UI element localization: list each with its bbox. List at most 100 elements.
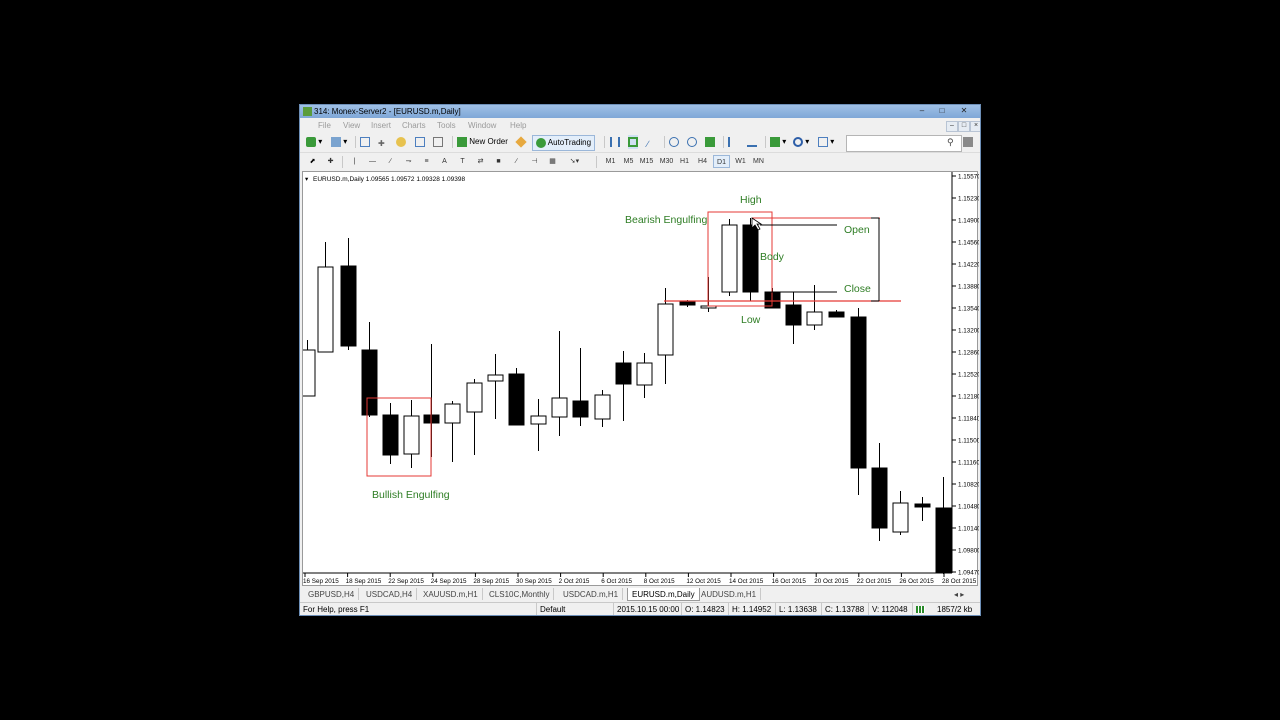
window-title: 314: Monex-Server2 - [EURUSD.m,Daily] <box>314 107 461 116</box>
chart-tab[interactable]: EURUSD.m,Daily <box>627 588 700 601</box>
cycle-lines-icon[interactable]: ▦ <box>549 158 556 165</box>
price-label: 1.14560 <box>958 240 979 247</box>
line-chart-icon[interactable]: ∕ <box>647 138 649 149</box>
date-label: 28 Sep 2015 <box>473 578 509 585</box>
autotrading-button[interactable]: AutoTrading <box>532 135 596 151</box>
price-label: 1.09800 <box>958 548 979 555</box>
time-axis: 16 Sep 2015 18 Sep 2015 22 Sep 2015 24 Sep … <box>303 572 977 585</box>
search-input[interactable] <box>846 135 962 152</box>
chart-header-arrow[interactable]: ▾ <box>305 176 309 183</box>
periods-button[interactable]: ▾ <box>793 135 809 149</box>
candle <box>594 390 611 427</box>
text-label-icon[interactable]: T <box>460 158 465 165</box>
zoom-out-icon[interactable] <box>687 135 697 149</box>
templates-button[interactable]: ▾ <box>818 135 834 149</box>
tf-h1[interactable]: H1 <box>680 158 689 165</box>
maximize-icon[interactable]: □ <box>939 106 945 115</box>
mdi-restore-icon[interactable]: □ <box>958 121 970 132</box>
tile-windows-icon[interactable] <box>705 135 715 149</box>
candlestick-icon[interactable] <box>628 135 638 149</box>
price-label: 1.13540 <box>958 306 979 313</box>
rectangle-icon[interactable]: ■ <box>496 158 501 165</box>
close-icon[interactable]: ✕ <box>960 106 968 115</box>
objects-menu-icon[interactable]: ➘▾ <box>569 158 580 165</box>
bar-chart-icon[interactable] <box>610 135 620 149</box>
text-icon[interactable]: A <box>442 158 447 165</box>
mdi-close-icon[interactable]: × <box>970 121 980 132</box>
navigator-icon[interactable] <box>396 135 406 149</box>
crosshair-icon[interactable]: ✚ <box>327 158 334 165</box>
chart-tab[interactable]: USDCAD.m,H1 <box>559 588 624 600</box>
new-chart-button[interactable]: ▾ <box>306 135 322 149</box>
tf-m30[interactable]: M30 <box>659 158 674 165</box>
candle <box>551 331 568 436</box>
zoom-in-icon[interactable] <box>669 135 679 149</box>
market-watch-icon[interactable] <box>360 135 370 149</box>
tf-m5[interactable]: M5 <box>623 158 634 165</box>
menu-insert[interactable]: Insert <box>371 121 392 130</box>
menu-view[interactable]: View <box>343 121 361 130</box>
terminal-icon[interactable] <box>415 135 425 149</box>
indicators-button[interactable]: ▾ <box>770 135 786 149</box>
profiles-button[interactable]: ▾ <box>331 135 347 149</box>
price-label: 1.09470 <box>958 570 979 577</box>
price-label: 1.11500 <box>958 438 979 445</box>
mdi-minimize-icon[interactable]: – <box>946 121 958 132</box>
label-high: High <box>740 194 762 206</box>
gann-icon[interactable]: ⇄ <box>477 158 484 165</box>
price-label: 1.10480 <box>958 504 979 511</box>
chart-tabs: GBPUSD,H4 USDCAD,H4 XAUUSD.m,H1 CLS10C,Mont… <box>300 588 980 601</box>
chart-shift-icon[interactable] <box>728 135 738 149</box>
community-icon[interactable] <box>963 135 973 149</box>
new-order-button[interactable]: New Order <box>457 135 508 149</box>
menu-charts[interactable]: Charts <box>402 121 426 130</box>
candle <box>615 351 632 421</box>
connection-icon[interactable] <box>912 603 930 615</box>
candle <box>935 477 952 574</box>
minimize-icon[interactable]: – <box>919 106 925 115</box>
pitchfork-icon[interactable]: ⊣ <box>531 158 538 165</box>
horizontal-line-icon[interactable]: — <box>369 158 376 165</box>
tf-m1[interactable]: M1 <box>605 158 616 165</box>
metaeditor-icon[interactable] <box>515 135 527 149</box>
chart-area[interactable]: 1.15570 1.15230 1.14900 1.14560 1.14220 1.138… <box>302 171 979 587</box>
tf-m15[interactable]: M15 <box>639 158 654 165</box>
vertical-line-icon[interactable]: | <box>353 158 356 165</box>
menu-tools[interactable]: Tools <box>437 121 456 130</box>
menu-window[interactable]: Window <box>468 121 497 130</box>
tf-h4[interactable]: H4 <box>698 158 707 165</box>
trendline-icon[interactable]: ∕ <box>389 158 392 165</box>
chart-tab[interactable]: CLS10C,Monthly <box>485 588 555 600</box>
date-label: 14 Oct 2015 <box>729 578 764 585</box>
channel-icon[interactable]: ⇁ <box>405 158 412 165</box>
candle <box>850 308 867 495</box>
date-label: 22 Sep 2015 <box>388 578 424 585</box>
price-chart[interactable]: 1.15570 1.15230 1.14900 1.14560 1.14220 1.138… <box>303 172 979 587</box>
candle <box>657 288 674 384</box>
tab-scroll-icon[interactable]: ◂ ▸ <box>954 590 965 599</box>
date-label: 30 Sep 2015 <box>516 578 552 585</box>
search-icon[interactable]: ⚲ <box>947 137 954 147</box>
fibonacci-icon[interactable]: ≡ <box>424 158 429 165</box>
tf-mn[interactable]: MN <box>753 158 764 165</box>
tf-d1[interactable]: D1 <box>713 155 730 168</box>
price-label: 1.13880 <box>958 284 979 291</box>
status-high: H: 1.14952 <box>728 603 771 615</box>
chart-tab[interactable]: USDCAD,H4 <box>362 588 418 600</box>
cursor-icon[interactable]: ⬈ <box>309 158 316 165</box>
autoscroll-icon[interactable] <box>747 135 757 149</box>
chart-tab[interactable]: AUDUSD.m,H1 <box>697 588 762 600</box>
elliott-icon[interactable]: ∕ <box>515 158 518 165</box>
price-label: 1.15570 <box>958 174 979 181</box>
label-low: Low <box>741 314 761 326</box>
tf-w1[interactable]: W1 <box>735 158 746 165</box>
menu-file[interactable]: File <box>318 121 331 130</box>
candle <box>403 400 420 468</box>
chart-tab[interactable]: GBPUSD,H4 <box>304 588 360 600</box>
tester-icon[interactable] <box>433 135 443 149</box>
data-window-icon[interactable]: ✚ <box>378 138 385 148</box>
chart-tab[interactable]: XAUUSD.m,H1 <box>419 588 483 600</box>
title-bar[interactable]: 314: Monex-Server2 - [EURUSD.m,Daily] – … <box>300 105 980 118</box>
menu-help[interactable]: Help <box>510 121 527 130</box>
price-label: 1.13200 <box>958 328 979 335</box>
